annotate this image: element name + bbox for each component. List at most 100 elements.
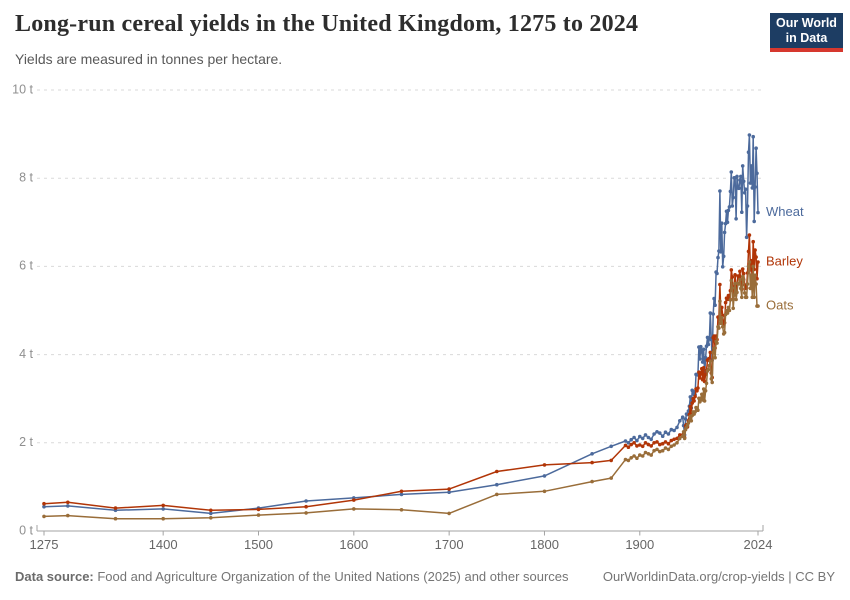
data-point-oats-1906[interactable] bbox=[643, 450, 648, 455]
data-point-oats-1750[interactable] bbox=[495, 492, 499, 497]
data-point-oats-1996[interactable] bbox=[729, 278, 734, 283]
data-point-wheat-1900[interactable] bbox=[638, 434, 642, 439]
data-point-oats-1947[interactable] bbox=[682, 436, 687, 441]
data-point-barley-1967[interactable] bbox=[701, 366, 706, 370]
data-point-oats-1500[interactable] bbox=[256, 513, 261, 517]
data-point-oats-1974[interactable] bbox=[708, 359, 713, 364]
data-point-wheat-2020[interactable] bbox=[752, 219, 756, 224]
data-point-barley-2021[interactable] bbox=[753, 248, 757, 252]
data-point-wheat-1897[interactable] bbox=[635, 438, 639, 443]
data-point-wheat-1650[interactable] bbox=[399, 492, 404, 497]
data-point-wheat-1921[interactable] bbox=[658, 431, 662, 435]
data-point-barley-2024[interactable] bbox=[756, 260, 760, 264]
data-point-wheat-2017[interactable] bbox=[749, 164, 754, 168]
data-point-barley-2015[interactable] bbox=[747, 233, 752, 237]
data-point-oats-2021[interactable] bbox=[753, 273, 757, 278]
data-point-oats-1969[interactable] bbox=[703, 389, 708, 393]
data-point-barley-1924[interactable] bbox=[660, 441, 665, 446]
data-point-wheat-1924[interactable] bbox=[660, 434, 665, 439]
data-point-barley-1885[interactable] bbox=[623, 443, 628, 448]
data-point-wheat-1997[interactable] bbox=[730, 204, 735, 208]
data-point-oats-1975[interactable] bbox=[709, 377, 714, 381]
data-point-barley-2019[interactable] bbox=[751, 239, 755, 244]
data-point-wheat-1942[interactable] bbox=[678, 419, 682, 423]
data-point-oats-1927[interactable] bbox=[663, 446, 668, 450]
data-point-oats-2000[interactable] bbox=[733, 281, 737, 286]
data-point-barley-1993[interactable] bbox=[726, 293, 731, 298]
data-point-wheat-2006[interactable] bbox=[739, 174, 743, 179]
data-point-oats-1998[interactable] bbox=[731, 306, 735, 311]
data-point-wheat-2013[interactable] bbox=[745, 204, 750, 208]
data-point-oats-1450[interactable] bbox=[209, 516, 213, 520]
data-point-oats-1918[interactable] bbox=[655, 447, 659, 452]
data-point-wheat-1993[interactable] bbox=[726, 208, 731, 213]
data-point-wheat-1915[interactable] bbox=[652, 432, 656, 436]
data-point-oats-2009[interactable] bbox=[741, 277, 746, 282]
data-point-oats-1275[interactable] bbox=[42, 514, 46, 519]
data-point-oats-1924[interactable] bbox=[660, 448, 665, 453]
data-point-oats-1986[interactable] bbox=[720, 315, 724, 320]
data-point-wheat-1981[interactable] bbox=[715, 271, 719, 276]
data-point-oats-1989[interactable] bbox=[722, 330, 727, 335]
data-point-wheat-1800[interactable] bbox=[542, 474, 547, 478]
data-point-barley-1915[interactable] bbox=[652, 441, 656, 445]
data-point-oats-1961[interactable] bbox=[696, 408, 700, 413]
data-point-barley-2009[interactable] bbox=[741, 271, 746, 276]
data-point-barley-1500[interactable] bbox=[256, 507, 261, 512]
data-point-wheat-1969[interactable] bbox=[703, 355, 708, 360]
data-point-oats-1999[interactable] bbox=[732, 293, 736, 297]
data-point-oats-1915[interactable] bbox=[652, 448, 656, 453]
data-point-wheat-2014[interactable] bbox=[746, 150, 751, 154]
data-point-oats-1909[interactable] bbox=[646, 452, 651, 456]
data-point-wheat-1978[interactable] bbox=[712, 296, 716, 301]
data-point-barley-1974[interactable] bbox=[708, 350, 713, 355]
data-point-oats-1987[interactable] bbox=[720, 325, 725, 329]
data-point-barley-1963[interactable] bbox=[698, 376, 702, 380]
data-point-wheat-1972[interactable] bbox=[706, 342, 711, 347]
data-point-oats-1550[interactable] bbox=[304, 511, 308, 515]
data-point-wheat-1888[interactable] bbox=[626, 441, 631, 445]
data-point-barley-1909[interactable] bbox=[646, 442, 651, 447]
data-point-oats-1870[interactable] bbox=[609, 476, 613, 480]
data-point-oats-1968[interactable] bbox=[702, 399, 707, 403]
data-point-wheat-2005[interactable] bbox=[738, 178, 742, 182]
data-point-wheat-1903[interactable] bbox=[640, 436, 645, 441]
data-point-wheat-1996[interactable] bbox=[729, 170, 734, 174]
data-point-wheat-2016[interactable] bbox=[748, 181, 753, 185]
data-point-oats-2022[interactable] bbox=[754, 282, 758, 286]
data-point-oats-1903[interactable] bbox=[640, 454, 645, 458]
data-point-oats-1954[interactable] bbox=[689, 419, 694, 423]
data-point-oats-1921[interactable] bbox=[658, 449, 662, 454]
data-point-wheat-1870[interactable] bbox=[609, 444, 613, 449]
data-point-oats-2017[interactable] bbox=[749, 273, 754, 278]
data-point-barley-1400[interactable] bbox=[161, 503, 165, 508]
data-point-wheat-1992[interactable] bbox=[725, 220, 730, 225]
data-point-oats-2019[interactable] bbox=[751, 264, 755, 269]
data-point-wheat-1965[interactable] bbox=[700, 350, 704, 354]
data-point-barley-1903[interactable] bbox=[640, 444, 645, 449]
data-point-barley-1700[interactable] bbox=[447, 487, 451, 491]
data-point-oats-1850[interactable] bbox=[590, 479, 594, 484]
data-point-wheat-2021[interactable] bbox=[753, 185, 757, 189]
series-label-barley[interactable]: Barley bbox=[766, 253, 803, 268]
data-point-wheat-1953[interactable] bbox=[688, 395, 693, 399]
data-point-oats-2007[interactable] bbox=[740, 295, 744, 300]
data-point-barley-1921[interactable] bbox=[658, 442, 662, 447]
data-point-wheat-2001[interactable] bbox=[734, 217, 738, 221]
data-point-oats-1972[interactable] bbox=[706, 367, 711, 372]
data-point-wheat-2015[interactable] bbox=[747, 133, 752, 137]
data-point-wheat-1912[interactable] bbox=[649, 437, 653, 442]
data-point-wheat-1985[interactable] bbox=[719, 250, 723, 254]
data-point-wheat-1939[interactable] bbox=[675, 425, 679, 430]
data-point-oats-1995[interactable] bbox=[728, 298, 733, 302]
data-point-barley-2005[interactable] bbox=[738, 269, 742, 274]
series-label-wheat[interactable]: Wheat bbox=[766, 204, 804, 219]
data-point-oats-1965[interactable] bbox=[700, 392, 704, 397]
data-point-barley-1957[interactable] bbox=[692, 399, 696, 403]
data-point-oats-1912[interactable] bbox=[649, 453, 653, 457]
data-point-barley-1996[interactable] bbox=[729, 268, 734, 272]
data-point-barley-1800[interactable] bbox=[542, 463, 547, 467]
data-point-wheat-1964[interactable] bbox=[699, 344, 703, 349]
data-point-oats-2004[interactable] bbox=[737, 282, 741, 286]
